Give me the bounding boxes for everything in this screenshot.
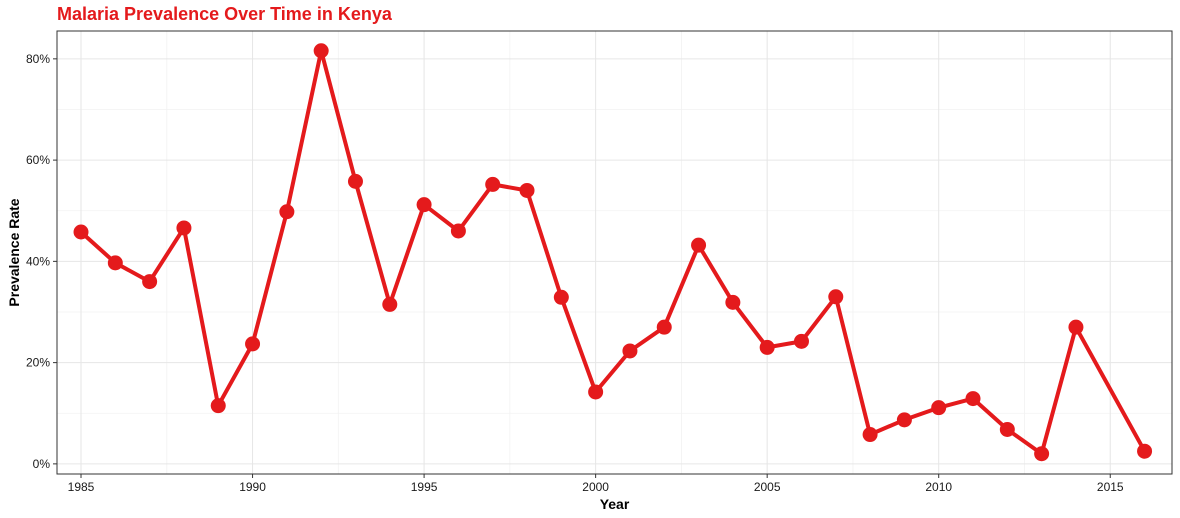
data-point: [553, 289, 569, 305]
data-point: [485, 176, 501, 192]
y-tick-label: 60%: [26, 153, 50, 167]
y-tick-label: 20%: [26, 356, 50, 370]
data-point: [107, 255, 123, 271]
data-point: [965, 391, 981, 407]
plot-panel-border: [56, 30, 1173, 475]
axes: 0% 20% 40% 60% 80% 1985 1990 1995 2000 2005 2010 20…: [26, 52, 1124, 494]
x-tick-label: 2010: [925, 480, 952, 494]
series-points-layer: [73, 43, 1153, 462]
data-point: [828, 289, 844, 305]
data-point: [176, 220, 192, 236]
x-tick-label: 1985: [68, 480, 95, 494]
data-point: [519, 182, 535, 198]
data-point: [622, 343, 638, 359]
data-point: [279, 204, 295, 220]
data-point: [142, 274, 158, 290]
y-tick-label: 80%: [26, 52, 50, 66]
data-point: [1068, 319, 1084, 335]
chart-title: Malaria Prevalence Over Time in Kenya: [57, 4, 392, 24]
data-point: [793, 333, 809, 349]
data-point: [691, 237, 707, 253]
x-tick-label: 2015: [1097, 480, 1124, 494]
data-point: [588, 384, 604, 400]
data-point: [759, 339, 775, 355]
y-axis-title: Prevalence Rate: [6, 198, 22, 306]
x-tick-label: 2000: [582, 480, 609, 494]
x-tick-label: 1990: [239, 480, 266, 494]
x-axis-title: Year: [600, 496, 630, 512]
data-point: [1137, 443, 1153, 459]
data-point: [931, 400, 947, 416]
data-point: [896, 412, 912, 428]
data-point: [73, 224, 89, 240]
data-point: [1034, 446, 1050, 462]
data-point: [450, 223, 466, 239]
y-tick-label: 40%: [26, 254, 50, 268]
data-point: [347, 173, 363, 189]
data-point: [656, 319, 672, 335]
series-line: [79, 48, 1147, 456]
data-point: [210, 398, 226, 414]
data-point: [416, 197, 432, 213]
data-point: [382, 296, 398, 312]
x-tick-label: 2005: [754, 480, 781, 494]
data-point: [999, 421, 1015, 437]
data-point: [313, 43, 329, 59]
data-point: [725, 294, 741, 310]
y-tick-label: 0%: [33, 457, 51, 471]
series-line-layer: [79, 48, 1147, 456]
x-tick-label: 1995: [411, 480, 438, 494]
data-point: [245, 336, 261, 352]
data-point: [862, 427, 878, 443]
